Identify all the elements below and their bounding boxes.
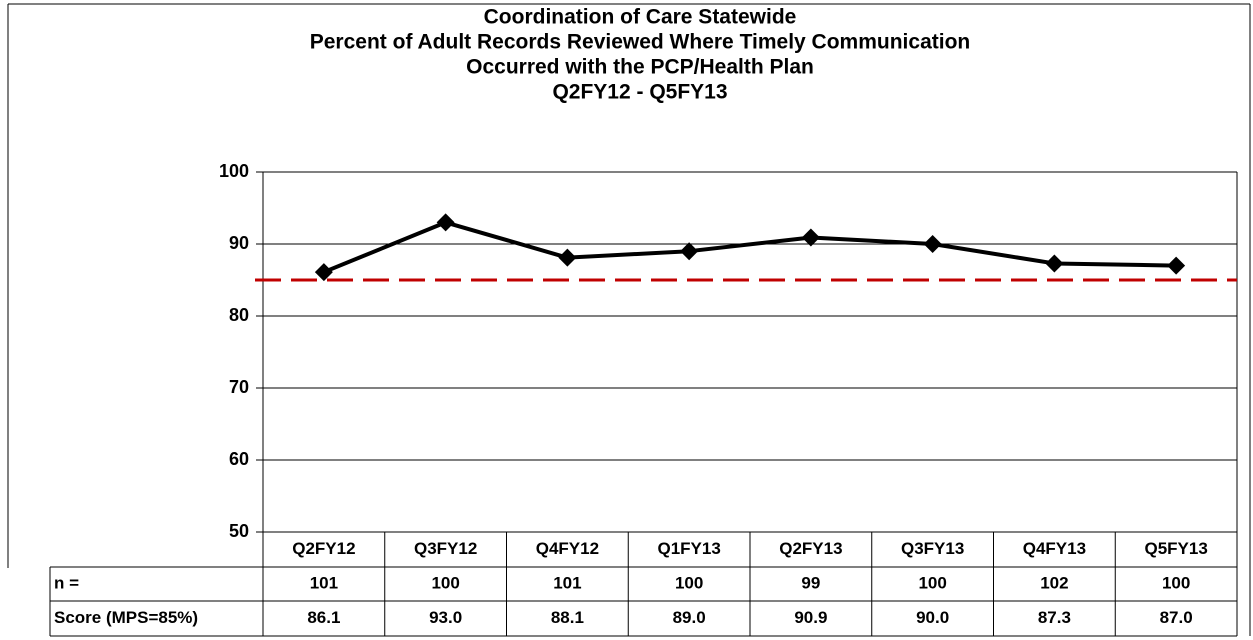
table-value: 87.3	[1038, 608, 1071, 627]
data-marker	[314, 263, 333, 282]
table-n: 101	[553, 573, 581, 592]
background	[8, 4, 1250, 636]
x-tick-label: Q1FY13	[657, 539, 720, 558]
y-tick-label: 70	[229, 377, 249, 397]
x-tick-label: Q2FY13	[779, 539, 842, 558]
table-value: 86.1	[307, 608, 340, 627]
table-value: 87.0	[1160, 608, 1193, 627]
y-tick-label: 50	[229, 521, 249, 541]
data-marker	[558, 248, 577, 267]
x-tick-label: Q4FY12	[536, 539, 599, 558]
table-value: 90.0	[916, 608, 949, 627]
y-tick-label: 90	[229, 233, 249, 253]
x-tick-label: Q3FY13	[901, 539, 964, 558]
chart-title: Occurred with the PCP/Health Plan	[466, 56, 814, 79]
table-n: 101	[310, 573, 338, 592]
data-marker	[923, 235, 942, 253]
table-n: 100	[918, 573, 946, 592]
y-tick-label: 80	[229, 305, 249, 325]
table-value: 89.0	[673, 608, 706, 627]
x-tick-label: Q5FY13	[1144, 539, 1207, 558]
table-n: 100	[1162, 573, 1190, 592]
table-n: 100	[675, 573, 703, 592]
data-marker	[680, 242, 699, 261]
chart-title: Q2FY12 - Q5FY13	[552, 81, 727, 104]
data-line	[323, 220, 1177, 274]
table-value: 88.1	[551, 608, 584, 627]
y-tick-label: 100	[219, 161, 249, 181]
table-n: 100	[431, 573, 459, 592]
data-marker	[801, 228, 820, 247]
data-marker	[1045, 254, 1064, 273]
chart-title: Coordination of Care Statewide	[484, 6, 797, 29]
table-value: 93.0	[429, 608, 462, 627]
table-n: 102	[1040, 573, 1068, 592]
x-tick-label: Q4FY13	[1023, 539, 1086, 558]
table-n: 99	[801, 573, 820, 592]
data-marker	[1167, 256, 1186, 275]
table-value: 90.9	[794, 608, 827, 627]
chart-title: Percent of Adult Records Reviewed Where …	[310, 31, 970, 54]
row-label: Score (MPS=85%)	[54, 608, 198, 627]
y-tick-label: 60	[229, 449, 249, 469]
data-marker	[436, 213, 455, 232]
x-tick-label: Q3FY12	[414, 539, 477, 558]
row-label: n =	[54, 573, 79, 592]
x-tick-label: Q2FY12	[292, 539, 355, 558]
